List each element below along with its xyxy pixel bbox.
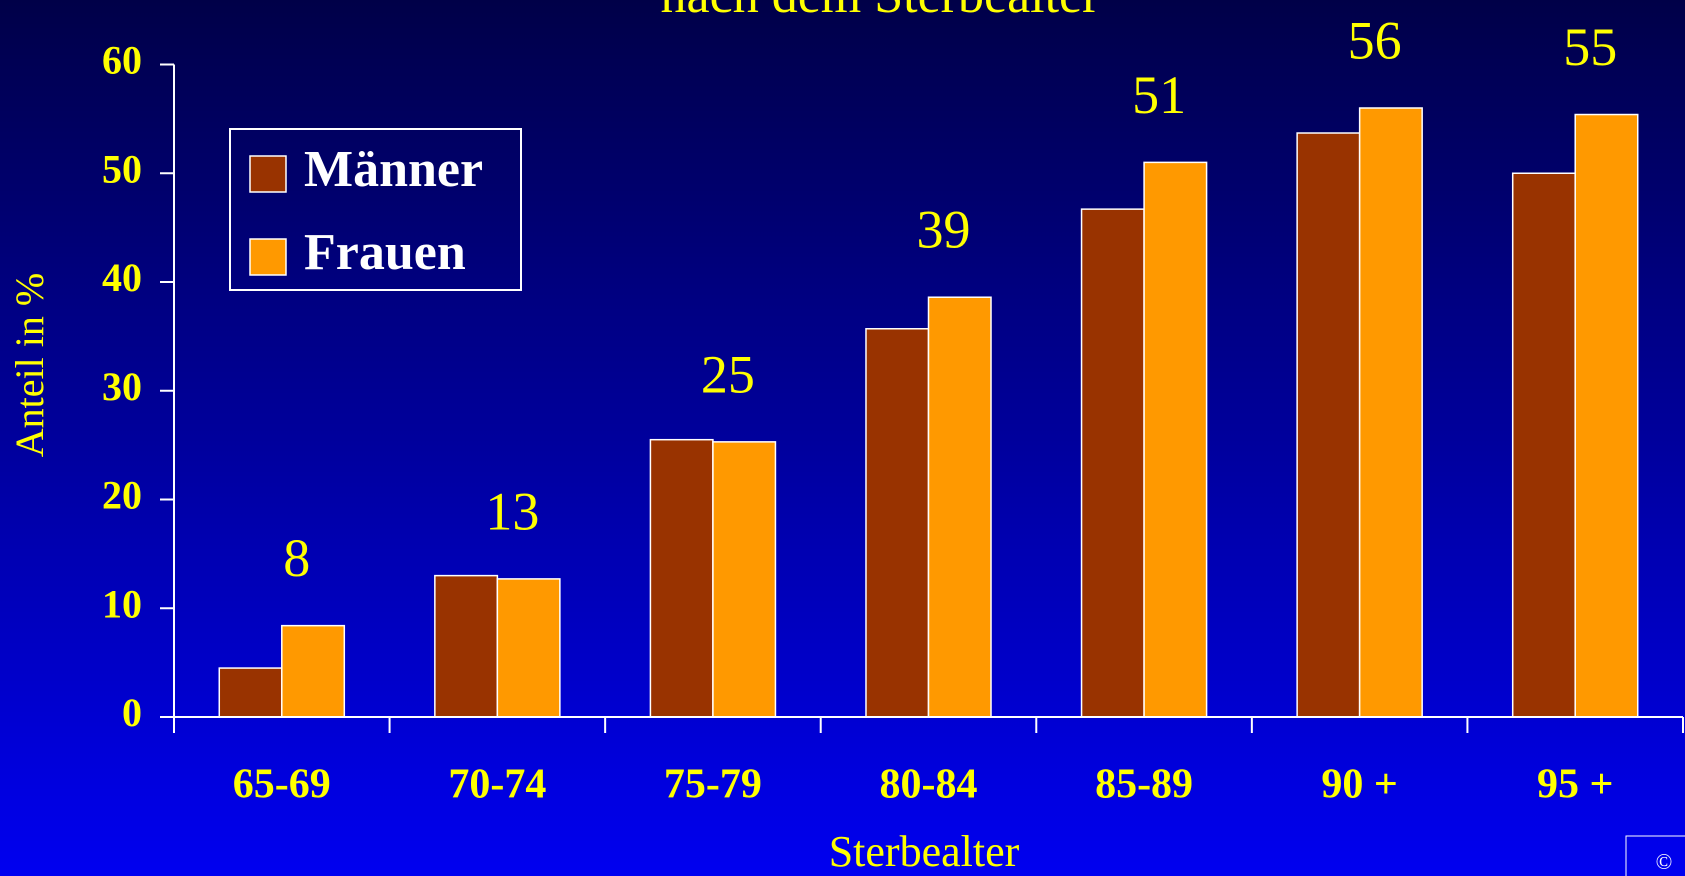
- legend-label: Männer: [304, 141, 483, 198]
- bar: [1296, 132, 1361, 718]
- bar: [927, 296, 992, 718]
- bar: [281, 624, 346, 718]
- bar: [218, 667, 283, 718]
- copyright: ©: [1656, 849, 1673, 874]
- x-tick-label: 95 +: [1537, 762, 1613, 808]
- bar: [712, 441, 777, 718]
- value-label: 25: [701, 344, 755, 404]
- bar: [434, 574, 499, 718]
- y-tick-label: 40: [102, 255, 142, 300]
- value-label: 8: [283, 528, 310, 588]
- x-tick-label: 90 +: [1321, 762, 1397, 808]
- chart-title: nach dem Sterbealter: [661, 0, 1100, 24]
- x-tick-label: 85-89: [1095, 762, 1193, 808]
- value-label: 39: [917, 200, 971, 260]
- y-tick-label: 50: [102, 146, 142, 191]
- bar: [865, 328, 930, 718]
- y-tick-label: 30: [102, 364, 142, 409]
- bar: [1358, 107, 1423, 718]
- bar: [496, 578, 561, 718]
- value-label: 13: [485, 481, 539, 541]
- x-tick-label: 75-79: [664, 762, 762, 808]
- value-label: 56: [1348, 10, 1402, 70]
- bar: [1080, 208, 1145, 718]
- y-tick-label: 10: [102, 581, 142, 626]
- x-tick-label: 70-74: [448, 762, 546, 808]
- bar: [1143, 161, 1208, 718]
- x-axis-label: Sterbealter: [829, 827, 1020, 876]
- bar: [1511, 172, 1576, 718]
- y-tick-label: 60: [102, 38, 142, 83]
- x-tick-label: 80-84: [880, 762, 978, 808]
- y-axis-label: Anteil in %: [7, 273, 52, 457]
- value-label: 55: [1563, 17, 1617, 77]
- y-tick-label: 0: [122, 690, 142, 735]
- bar: [1574, 113, 1639, 718]
- bar: [649, 438, 714, 718]
- x-tick-label: 65-69: [233, 762, 331, 808]
- y-tick-label: 20: [102, 473, 142, 518]
- legend-box: [229, 128, 522, 291]
- copyright-box: [1625, 835, 1685, 876]
- legend-label: Frauen: [304, 224, 466, 281]
- legend-swatch: [249, 238, 287, 276]
- legend-swatch: [249, 155, 287, 193]
- value-label: 51: [1132, 65, 1186, 125]
